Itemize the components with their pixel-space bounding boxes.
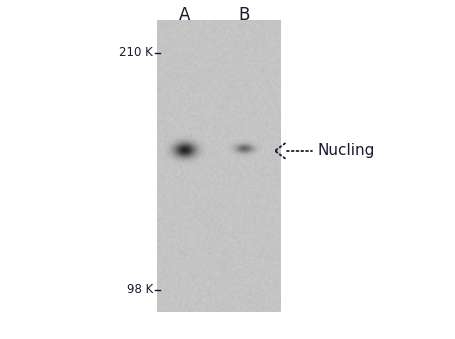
Text: 210 K: 210 K [119, 46, 152, 59]
Text: 98 K: 98 K [126, 283, 152, 296]
Text: Nucling: Nucling [317, 143, 374, 158]
Text: A: A [179, 6, 190, 24]
Bar [157, 20, 280, 312]
Text: B: B [238, 6, 249, 24]
